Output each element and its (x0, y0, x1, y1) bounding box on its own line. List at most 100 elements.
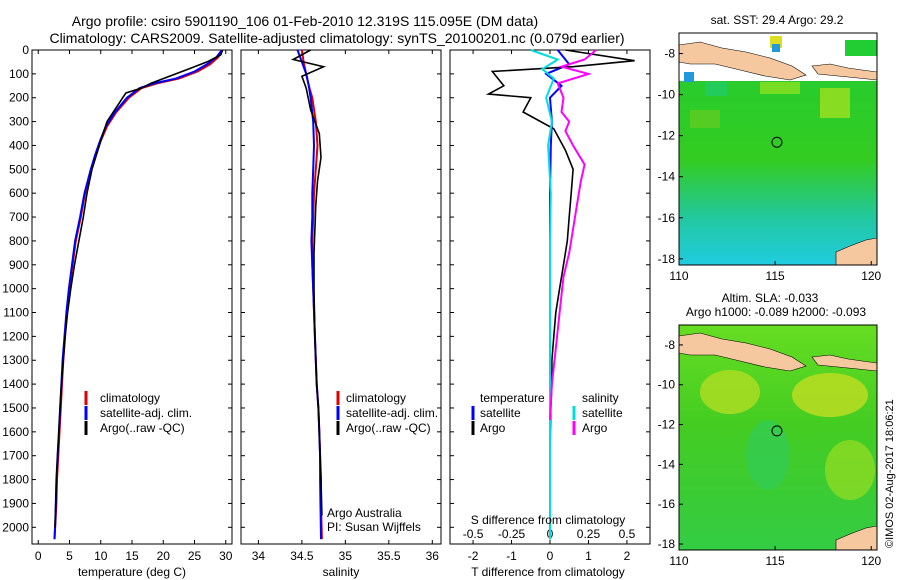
lat-tick-label: -8 (664, 47, 675, 61)
sst-map: sat. SST: 29.4 Argo: 29.2 110 115 120 -8 -10… (658, 13, 882, 283)
depth-tick-label: 1600 (2, 425, 29, 439)
salinity-legend: climatology satellite-adj. clim. Argo(..… (336, 391, 438, 435)
depth-tick-label: 2000 (2, 520, 29, 534)
difference-depth-ticks (450, 49, 650, 528)
legend-t-argo-label: Argo (480, 421, 506, 435)
salinity-difference-scale: -0.5 -0.25 0 0.25 0.5 (463, 527, 636, 541)
salinity-xlabel: salinity (323, 565, 360, 579)
series-line-satellite (530, 49, 560, 540)
sst-patch (705, 82, 727, 96)
sla-map-axes: 110 115 120 -8 -10 -12 -14 -16 -18 (658, 338, 882, 568)
lat-tick-label: -12 (658, 418, 676, 432)
sst-warm-patch (820, 88, 850, 118)
depth-tick-label: 900 (9, 258, 29, 272)
java-island (679, 41, 807, 81)
legend-argo-label: Argo(..raw -QC) (100, 421, 185, 435)
sst-patch (690, 110, 720, 128)
x-tick-label: 5 (66, 549, 73, 563)
x-tick-label: 34 (252, 549, 266, 563)
depth-axis: 0 100 200 300 400 500 600 700 800 900 1000 1100 1200… (2, 43, 232, 534)
australia-coast (835, 237, 877, 265)
lat-tick-label: -16 (658, 497, 676, 511)
lat-tick-label: -12 (658, 129, 676, 143)
temperature-legend: climatology satellite-adj. clim. Argo(..… (84, 391, 192, 435)
credit-pi-name: PI: Susan Wijffels (327, 520, 421, 534)
sst-patch (845, 40, 877, 56)
sst-map-frame (678, 32, 878, 266)
sst-patch (684, 72, 694, 82)
depth-tick-label: 600 (9, 186, 29, 200)
lon-tick-label: 115 (766, 269, 785, 283)
legend-climatology-label: climatology (100, 391, 160, 405)
temperature-plot-frame (31, 49, 233, 545)
series-line-argo (549, 49, 597, 420)
figure-title-line1: Argo profile: csiro 5901190_106 01-Feb-2… (72, 13, 538, 29)
depth-tick-label: 1500 (2, 401, 29, 415)
figure-title-line2: Climatology: CARS2009. Satellite-adjuste… (49, 30, 624, 46)
sla-map: Altim. SLA: -0.033 Argo h1000: -0.089 h2… (658, 291, 882, 568)
x-tick-label: 0 (35, 549, 42, 563)
x-tick-label: 25 (188, 549, 202, 563)
depth-tick-label: 1400 (2, 377, 29, 391)
salinity-panel: 34 34.5 35 35.5 36 salinity climatology sate… (240, 49, 442, 579)
salinity-axis: 34 34.5 35 35.5 36 (252, 50, 439, 563)
lesser-sunda-islands (811, 354, 877, 372)
series-line-argo-raw-qc (290, 49, 327, 516)
depth-tick-label: 0 (22, 43, 29, 57)
legend-satellite-label: satellite-adj. clim. (346, 406, 438, 420)
x-tick-label: 0 (547, 549, 554, 563)
legend-t-satellite-label: satellite (480, 406, 521, 420)
salinity-depth-ticks (241, 49, 441, 528)
s-diff-tick-label: -0.5 (463, 527, 484, 541)
s-difference-label: S difference from climatology (471, 513, 626, 527)
temperature-series (53, 49, 224, 540)
series-line-argo (485, 49, 635, 528)
lat-tick-label: -10 (658, 88, 676, 102)
legend-s-argo-label: Argo (582, 421, 608, 435)
sst-patch (760, 82, 800, 94)
depth-tick-label: 500 (9, 162, 29, 176)
difference-panel: -2 -1 0 1 2 -0.5 -0.25 0 0.25 0.5 T difference f… (449, 49, 651, 579)
s-diff-tick-label: 0.5 (619, 527, 636, 541)
lon-tick-label: 120 (861, 269, 881, 283)
x-tick-label: 30 (219, 549, 233, 563)
x-tick-label: 15 (125, 549, 139, 563)
s-diff-tick-label: -0.25 (498, 527, 526, 541)
sla-high-anomaly (825, 440, 875, 500)
x-tick-label: -2 (468, 549, 479, 563)
depth-tick-label: 400 (9, 138, 29, 152)
difference-axis: -2 -1 0 1 2 (468, 50, 631, 563)
imos-credit: ©IMOS 02-Aug-2017 18:06:21 (884, 399, 896, 548)
x-tick-label: 2 (624, 549, 631, 563)
sst-map-axes: 110 115 120 -8 -10 -12 -14 -16 -18 (658, 47, 882, 283)
depth-tick-label: 100 (9, 67, 29, 81)
series-line-argo-raw-qc (54, 49, 224, 528)
sst-map-title: sat. SST: 29.4 Argo: 29.2 (711, 13, 844, 27)
lat-tick-label: -16 (658, 211, 676, 225)
lat-tick-label: -14 (658, 170, 676, 184)
x-tick-label: -1 (506, 549, 517, 563)
lon-tick-label: 110 (669, 269, 688, 283)
sla-high-anomaly (792, 373, 868, 417)
depth-tick-label: 1200 (2, 329, 29, 343)
depth-tick-label: 700 (9, 210, 29, 224)
australia-coast (835, 525, 877, 550)
depth-tick-label: 1900 (2, 496, 29, 510)
depth-tick-label: 1000 (2, 282, 29, 296)
lat-tick-label: -8 (664, 338, 675, 352)
difference-series (485, 49, 635, 540)
x-tick-label: 34.5 (290, 549, 314, 563)
difference-xlabel: T difference from climatology (471, 565, 625, 579)
sla-high-anomaly (700, 370, 760, 414)
lon-tick-label: 115 (766, 554, 785, 568)
credit-argo-australia: Argo Australia (327, 506, 402, 520)
x-tick-label: 1 (585, 549, 592, 563)
lon-tick-label: 110 (669, 554, 688, 568)
lesser-sunda-islands (811, 63, 877, 81)
legend-temperature-title: temperature (480, 391, 545, 405)
sla-map-title: Altim. SLA: -0.033 (722, 291, 819, 305)
legend-argo-label: Argo(..raw -QC) (346, 421, 431, 435)
x-tick-label: 35.5 (377, 549, 401, 563)
depth-tick-label: 1100 (3, 306, 29, 320)
